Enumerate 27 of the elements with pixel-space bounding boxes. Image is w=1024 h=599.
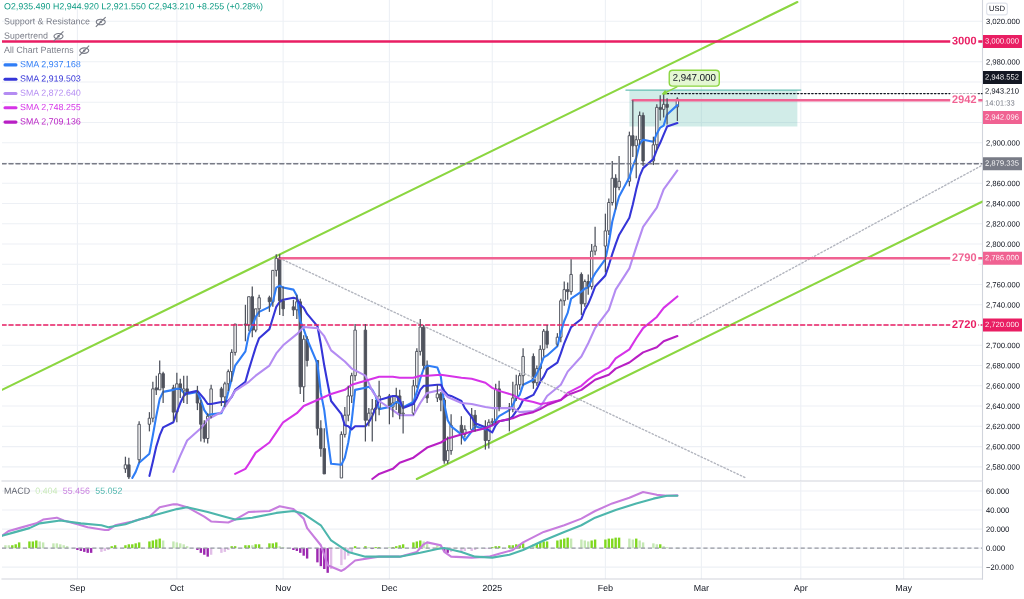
x-tick-label: Nov	[275, 584, 291, 592]
legend-label: SMA 2,709.136	[20, 118, 81, 126]
chart-title: MACD	[4, 487, 30, 494]
x-tick-label: Oct	[170, 584, 184, 592]
annotation: Support & Resistance	[4, 17, 90, 27]
x-tick-label: Apr	[793, 584, 808, 593]
legend-label: SMA 2,748.255	[20, 103, 81, 112]
legend-label: SMA 2,937.168	[20, 60, 81, 69]
x-tick-label: May	[895, 584, 913, 593]
x-tick-label: Mar	[694, 584, 709, 592]
text: 55.052	[95, 487, 122, 494]
series-label: 3000	[952, 36, 977, 45]
annotation: Supertrend	[4, 32, 48, 41]
series-label: 2942	[952, 95, 977, 104]
x-tick-label: Dec	[382, 584, 398, 592]
series-label: 2720	[952, 320, 977, 329]
x-tick-label: Feb	[598, 584, 613, 592]
legend-label: SMA 2,919.503	[20, 75, 81, 83]
x-tick-label: 2025	[482, 584, 502, 592]
annotation: 2,947.000	[673, 73, 716, 82]
chart-title: O2,935.490 H2,944.920 L2,921.550 C2,943.210 +8.255 (+0.28%)	[4, 2, 263, 12]
text: 0.404	[35, 487, 58, 494]
x-tick-label: Sep	[69, 584, 85, 593]
annotation: All Chart Patterns	[4, 46, 74, 53]
text: 55.456	[63, 487, 90, 494]
legend-label: SMA 2,872.640	[20, 89, 81, 97]
series-label: 2790	[952, 253, 977, 262]
